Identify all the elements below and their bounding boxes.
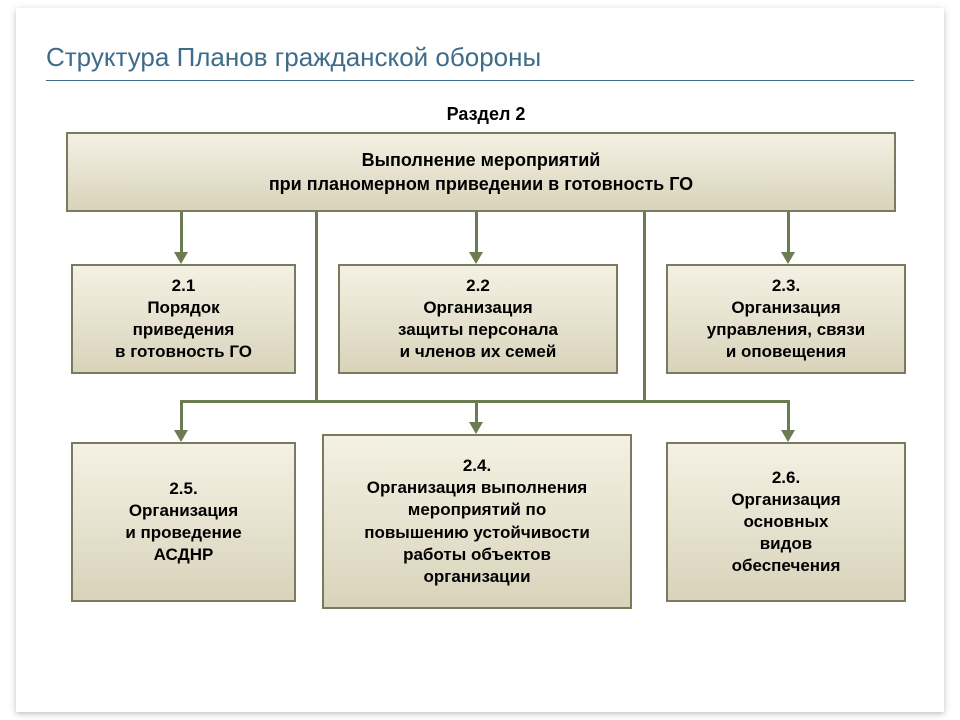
box-2-3: 2.3.Организацияуправления, связии оповещ… (666, 264, 906, 374)
connector-line (180, 400, 790, 403)
arrow-down-icon (781, 252, 795, 264)
arrow-down-icon (469, 252, 483, 264)
connector-line (315, 212, 318, 402)
box-line: защиты персонала (350, 319, 606, 341)
connector-line (643, 212, 646, 402)
connector-line (787, 212, 790, 252)
box-title: 2.5. (83, 478, 284, 500)
connector-line (475, 212, 478, 252)
box-line: видов (678, 533, 894, 555)
box-line: мероприятий по (334, 499, 620, 521)
box-line: Организация (678, 297, 894, 319)
box-line: Организация (350, 297, 606, 319)
box-text: 2.2Организациязащиты персоналаи членов и… (350, 275, 606, 363)
box-line: приведения (83, 319, 284, 341)
box-2-4: 2.4.Организация выполнениямероприятий по… (322, 434, 632, 609)
box-2-1: 2.1Порядокприведенияв готовность ГО (71, 264, 296, 374)
box-line: управления, связи (678, 319, 894, 341)
box-2-2: 2.2Организациязащиты персоналаи членов и… (338, 264, 618, 374)
arrow-down-icon (469, 422, 483, 434)
box-text: 2.5.Организацияи проведениеАСДНР (83, 478, 284, 566)
box-2-5: 2.5.Организацияи проведениеАСДНР (71, 442, 296, 602)
box-title: 2.6. (678, 467, 894, 489)
box-line: и проведение (83, 522, 284, 544)
main-box-line1: Выполнение мероприятий (78, 148, 884, 172)
box-text: 2.6.Организацияосновныхвидовобеспечения (678, 467, 894, 577)
box-line: в готовность ГО (83, 341, 284, 363)
box-line: Организация выполнения (334, 477, 620, 499)
slide-frame: Структура Планов гражданской обороны Раз… (16, 8, 944, 712)
box-2-6: 2.6.Организацияосновныхвидовобеспечения (666, 442, 906, 602)
box-line: работы объектов (334, 544, 620, 566)
box-text: 2.4.Организация выполнениямероприятий по… (334, 455, 620, 588)
connector-line (475, 400, 478, 422)
arrow-down-icon (174, 430, 188, 442)
box-line: Организация (678, 489, 894, 511)
connector-line (180, 400, 183, 430)
section-label: Раздел 2 (386, 104, 586, 125)
box-line: Организация (83, 500, 284, 522)
slide-title: Структура Планов гражданской обороны (46, 42, 541, 73)
box-line: обеспечения (678, 555, 894, 577)
box-title: 2.2 (350, 275, 606, 297)
box-title: 2.3. (678, 275, 894, 297)
box-title: 2.1 (83, 275, 284, 297)
box-text: 2.3.Организацияуправления, связии оповещ… (678, 275, 894, 363)
box-line: и оповещения (678, 341, 894, 363)
box-line: Порядок (83, 297, 284, 319)
box-text: 2.1Порядокприведенияв готовность ГО (83, 275, 284, 363)
connector-line (180, 212, 183, 252)
main-box: Выполнение мероприятий при планомерном п… (66, 132, 896, 212)
box-line: организации (334, 566, 620, 588)
title-underline (46, 80, 914, 81)
box-line: АСДНР (83, 544, 284, 566)
box-line: основных (678, 511, 894, 533)
main-box-text: Выполнение мероприятий при планомерном п… (78, 148, 884, 197)
box-line: повышению устойчивости (334, 522, 620, 544)
box-line: и членов их семей (350, 341, 606, 363)
arrow-down-icon (781, 430, 795, 442)
box-title: 2.4. (334, 455, 620, 477)
arrow-down-icon (174, 252, 188, 264)
main-box-line2: при планомерном приведении в готовность … (78, 172, 884, 196)
connector-line (787, 400, 790, 430)
